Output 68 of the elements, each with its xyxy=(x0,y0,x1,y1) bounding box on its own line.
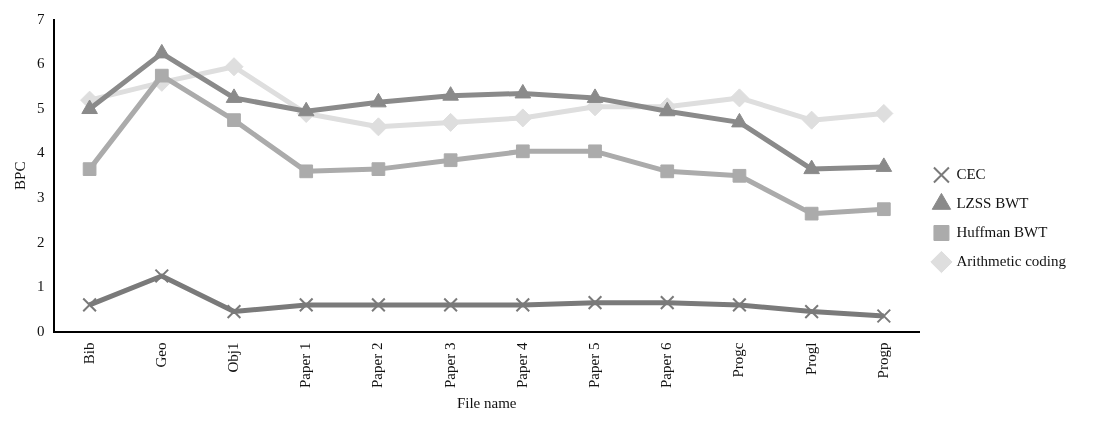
x-tick-label: Progl xyxy=(802,342,819,376)
point xyxy=(660,164,675,179)
x-tick-label: Paper 1 xyxy=(297,342,314,388)
point xyxy=(588,144,602,159)
y-tick-label: 4 xyxy=(37,144,45,161)
point xyxy=(876,202,891,217)
point xyxy=(514,83,532,99)
point xyxy=(154,268,170,284)
legend-label: Arithmetic coding xyxy=(956,252,1067,269)
y-tick-label: 6 xyxy=(37,55,45,72)
x-tick-label: Progp xyxy=(874,342,891,379)
legend-label: LZSS BWT xyxy=(956,194,1029,211)
point xyxy=(729,88,749,108)
legend-label: Huffman BWT xyxy=(956,223,1048,240)
point xyxy=(443,297,458,313)
point xyxy=(587,295,603,311)
x-tick-label: Progc xyxy=(730,342,747,378)
point xyxy=(298,297,314,313)
point xyxy=(586,88,604,103)
legend-label: CEC xyxy=(956,165,986,182)
x-tick-label: Paper 6 xyxy=(658,342,675,388)
y-tick-label: 1 xyxy=(37,278,45,295)
point xyxy=(225,88,243,103)
point xyxy=(659,295,675,311)
point xyxy=(441,112,461,132)
point xyxy=(804,304,819,319)
point xyxy=(82,162,97,176)
x-tick-label: Paper 2 xyxy=(369,342,386,388)
point xyxy=(226,304,242,319)
point xyxy=(732,168,747,183)
point xyxy=(299,164,314,179)
x-tick-label: Geo xyxy=(152,342,169,368)
y-tick-label: 3 xyxy=(37,188,45,205)
point xyxy=(442,86,459,101)
y-tick-label: 2 xyxy=(37,233,45,250)
point xyxy=(153,43,171,59)
point xyxy=(227,113,241,128)
point xyxy=(515,144,530,159)
point xyxy=(82,297,97,313)
x-tick-label: Paper 5 xyxy=(585,342,602,388)
point xyxy=(371,297,386,313)
x-tick-label: Paper 3 xyxy=(441,342,458,388)
point xyxy=(804,206,819,221)
x-tick-label: Obj1 xyxy=(224,342,241,373)
point xyxy=(802,110,822,130)
x-tick-label: Bib xyxy=(80,342,97,365)
point xyxy=(513,108,533,128)
x-tick-label: Paper 4 xyxy=(513,342,530,388)
y-tick-label: 0 xyxy=(37,322,45,339)
point xyxy=(874,103,894,123)
point xyxy=(732,297,747,313)
point xyxy=(297,101,315,117)
point xyxy=(803,159,820,175)
point xyxy=(224,57,244,77)
point xyxy=(443,153,458,168)
point xyxy=(515,297,531,313)
point xyxy=(154,68,169,83)
y-axis-title: BPC xyxy=(11,161,28,190)
point xyxy=(368,117,388,137)
point xyxy=(731,112,748,128)
point xyxy=(81,99,98,115)
point xyxy=(370,92,387,108)
point xyxy=(876,308,892,324)
x-axis-title: File name xyxy=(456,394,517,411)
y-tick-label: 5 xyxy=(37,99,45,116)
point xyxy=(371,162,386,176)
y-tick-label: 7 xyxy=(37,10,45,27)
point xyxy=(875,157,893,172)
